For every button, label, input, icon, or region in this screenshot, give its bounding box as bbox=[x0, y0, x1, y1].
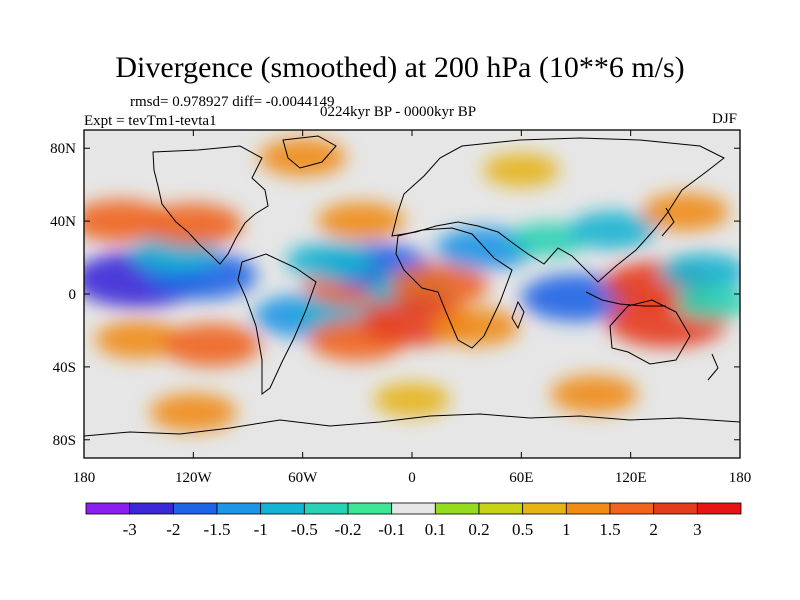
coastline-new-zealand bbox=[707, 353, 719, 381]
coastline-europe-asia bbox=[391, 137, 725, 283]
colorbar-swatch-14 bbox=[696, 502, 742, 515]
x-axis: 180 120W 60W 0 60E 120E 180 bbox=[73, 130, 752, 486]
colorbar-swatch-11 bbox=[565, 502, 611, 515]
y-tick-label-0: 80N bbox=[50, 141, 76, 157]
colorbar-swatch-5 bbox=[303, 502, 349, 515]
experiment-label: Expt = tevTm1-tevta1 bbox=[84, 113, 217, 129]
x-tick-label-3: 0 bbox=[408, 470, 416, 486]
field-feature-31 bbox=[373, 382, 451, 417]
field-feature-23 bbox=[659, 253, 740, 292]
colorbar-swatch-9 bbox=[478, 502, 524, 515]
colorbar-swatch-4 bbox=[260, 502, 305, 515]
colorbar-swatch-13 bbox=[653, 502, 698, 515]
field-feature-25 bbox=[568, 211, 657, 250]
coastline-north-america bbox=[152, 145, 269, 265]
y-tick-label-1: 40N bbox=[50, 214, 76, 230]
field-feature-20 bbox=[521, 273, 631, 322]
colorbar-label-1: -2 bbox=[166, 520, 180, 539]
field-feature-11 bbox=[286, 242, 374, 281]
colorbar-label-6: -0.1 bbox=[378, 520, 405, 539]
field-feature-19 bbox=[510, 222, 587, 257]
field-feature-26 bbox=[641, 192, 730, 232]
colorbar-swatch-7 bbox=[391, 502, 436, 515]
colorbar-swatch-12 bbox=[609, 502, 655, 515]
x-tick-label-4: 60E bbox=[509, 470, 533, 486]
chart-title: Divergence (smoothed) at 200 hPa (10**6 … bbox=[115, 51, 685, 84]
period-label: 0224kyr BP - 0000kyr BP bbox=[320, 104, 477, 120]
y-axis: 80N 40N 0 40S 80S bbox=[50, 141, 740, 449]
colorbar-swatch-10 bbox=[522, 502, 567, 515]
field-feature-17 bbox=[432, 307, 520, 346]
x-tick-label-2: 60W bbox=[288, 470, 318, 486]
field-feature-12 bbox=[317, 201, 405, 241]
field-feature-5 bbox=[94, 320, 183, 359]
colorbar-label-0: -3 bbox=[123, 520, 137, 539]
coastline-japan bbox=[661, 207, 675, 237]
colorbar-swatch-3 bbox=[216, 502, 262, 515]
field-feature-29 bbox=[550, 375, 638, 414]
colorbar-label-10: 1 bbox=[562, 520, 571, 539]
colorbar-label-5: -0.2 bbox=[335, 520, 362, 539]
field-feature-27 bbox=[258, 138, 347, 177]
colorbar-swatch-1 bbox=[129, 502, 174, 515]
field-feature-24 bbox=[674, 286, 740, 320]
x-tick-label-0: 180 bbox=[73, 470, 96, 486]
colorbar-swatch-2 bbox=[172, 502, 218, 515]
coastline-africa bbox=[395, 227, 513, 349]
field-feature-15 bbox=[390, 263, 489, 307]
colorbar-label-4: -0.5 bbox=[291, 520, 318, 539]
colorbar-label-9: 0.5 bbox=[512, 520, 533, 539]
field-feature-28 bbox=[483, 153, 560, 187]
colorbar-label-3: -1 bbox=[254, 520, 268, 539]
colorbar-swatch-0 bbox=[85, 502, 131, 515]
colorbar-label-8: 0.2 bbox=[468, 520, 489, 539]
x-tick-label-5: 120E bbox=[615, 470, 647, 486]
coastline-madagascar bbox=[511, 300, 525, 330]
y-tick-label-4: 80S bbox=[53, 433, 76, 449]
coastline-indonesia bbox=[585, 291, 666, 307]
colorbar-label-13: 3 bbox=[693, 520, 702, 539]
season-label: DJF bbox=[712, 111, 738, 127]
colorbar-label-2: -1.5 bbox=[204, 520, 231, 539]
colorbar-label-7: 0.1 bbox=[425, 520, 446, 539]
field-feature-4 bbox=[144, 203, 243, 247]
coastline-antarctica bbox=[84, 413, 740, 437]
field-feature-30 bbox=[149, 393, 238, 432]
coastline-australia bbox=[609, 299, 691, 365]
y-tick-label-2: 0 bbox=[69, 287, 77, 303]
coastline-layer bbox=[84, 135, 740, 437]
rmsd-diff-stats: rmsd= 0.978927 diff= -0.0044149 bbox=[130, 94, 335, 110]
x-tick-label-6: 180 bbox=[729, 470, 752, 486]
field-feature-6 bbox=[162, 323, 261, 367]
colorbar: -3 -2 -1.5 -1 -0.5 -0.2 -0.1 0.1 0.2 0.5 1 1.5 2 3 bbox=[85, 502, 742, 539]
colorbar-swatch-8 bbox=[434, 502, 480, 515]
colorbar-swatch-6 bbox=[347, 502, 393, 515]
y-tick-label-3: 40S bbox=[53, 360, 76, 376]
coastline-greenland bbox=[282, 135, 337, 169]
x-tick-label-1: 120W bbox=[175, 470, 213, 486]
coastline-south-america bbox=[237, 253, 317, 395]
divergence-field bbox=[84, 138, 740, 432]
colorbar-label-12: 2 bbox=[649, 520, 658, 539]
colorbar-label-11: 1.5 bbox=[599, 520, 620, 539]
